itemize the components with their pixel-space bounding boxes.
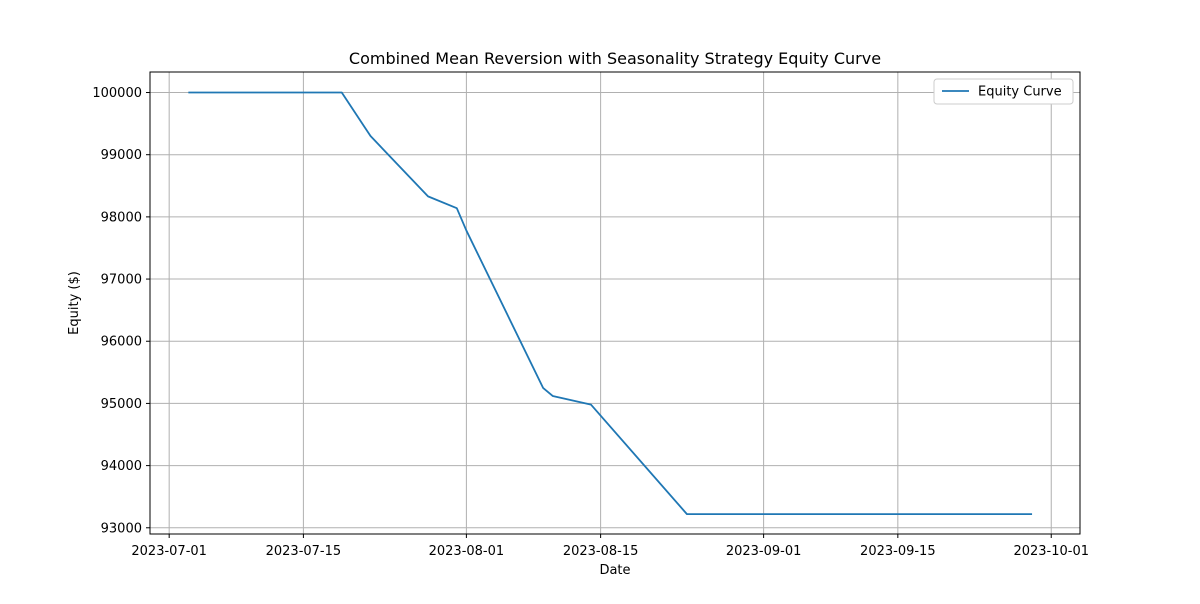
legend-box xyxy=(933,78,1074,105)
series-line-equity-curve xyxy=(188,91,1033,515)
x-tick-label: 2023-09-01 xyxy=(726,544,802,559)
plot-frame xyxy=(149,71,1081,535)
x-tick-label: 2023-08-01 xyxy=(429,544,505,559)
y-tick-label: 96000 xyxy=(101,335,142,350)
data-point xyxy=(552,395,554,397)
data-point xyxy=(686,513,688,515)
data-point xyxy=(542,387,544,389)
y-axis-label: Equity ($) xyxy=(67,271,82,335)
y-tick-label: 99000 xyxy=(101,148,142,163)
chart-title: Combined Mean Reversion with Seasonality… xyxy=(349,49,881,68)
x-axis-label: Date xyxy=(599,563,630,578)
x-tick-label: 2023-07-01 xyxy=(131,544,207,559)
y-tick-label: 95000 xyxy=(101,397,142,412)
legend: Equity Curve xyxy=(933,78,1074,105)
y-tick-label: 98000 xyxy=(101,210,142,225)
data-point xyxy=(1031,513,1033,515)
data-point xyxy=(187,92,189,94)
data-point xyxy=(427,195,429,197)
data-point xyxy=(370,135,372,137)
y-tick-label: 93000 xyxy=(101,521,142,536)
x-tick-label: 2023-08-15 xyxy=(563,544,639,559)
x-tick-label: 2023-09-15 xyxy=(860,544,936,559)
data-point xyxy=(590,404,592,406)
legend-label-equity-curve: Equity Curve xyxy=(978,85,1062,100)
data-point xyxy=(456,207,458,209)
y-tick-label: 100000 xyxy=(92,86,142,101)
y-tick-label: 94000 xyxy=(101,459,142,474)
data-point xyxy=(341,92,343,94)
x-tick-label: 2023-07-15 xyxy=(266,544,342,559)
data-point xyxy=(465,230,467,232)
x-tick-label: 2023-10-01 xyxy=(1013,544,1089,559)
y-tick-label: 97000 xyxy=(101,273,142,288)
